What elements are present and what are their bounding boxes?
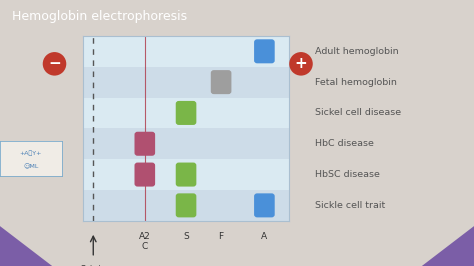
FancyBboxPatch shape (176, 101, 196, 125)
Text: ☺ML: ☺ML (23, 164, 38, 170)
Text: +: + (295, 56, 307, 71)
Bar (83, 36, 289, 67)
FancyBboxPatch shape (135, 163, 155, 186)
Text: Fetal hemoglobin: Fetal hemoglobin (315, 78, 397, 87)
Bar (83, 190, 289, 221)
Text: A2
C: A2 C (139, 232, 151, 251)
Text: Origin: Origin (80, 265, 107, 266)
Text: HbSC disease: HbSC disease (315, 170, 380, 179)
Text: S: S (183, 232, 189, 241)
Text: HbC disease: HbC disease (315, 139, 374, 148)
Bar (83, 67, 289, 98)
FancyBboxPatch shape (254, 39, 275, 63)
Text: Sickle cell trait: Sickle cell trait (315, 201, 385, 210)
Bar (83, 159, 289, 190)
FancyBboxPatch shape (135, 132, 155, 156)
Text: Sickel cell disease: Sickel cell disease (315, 109, 401, 118)
Text: Hemoglobin electrophoresis: Hemoglobin electrophoresis (12, 10, 187, 23)
Text: F: F (219, 232, 224, 241)
Text: Adult hemoglobin: Adult hemoglobin (315, 47, 399, 56)
Bar (83, 128, 289, 159)
Text: +AᗣY+: +AᗣY+ (19, 150, 42, 156)
FancyBboxPatch shape (254, 193, 275, 217)
Bar (83, 98, 289, 128)
Text: −: − (48, 56, 61, 71)
FancyBboxPatch shape (211, 70, 231, 94)
FancyBboxPatch shape (176, 193, 196, 217)
FancyBboxPatch shape (176, 163, 196, 186)
Text: A: A (261, 232, 267, 241)
